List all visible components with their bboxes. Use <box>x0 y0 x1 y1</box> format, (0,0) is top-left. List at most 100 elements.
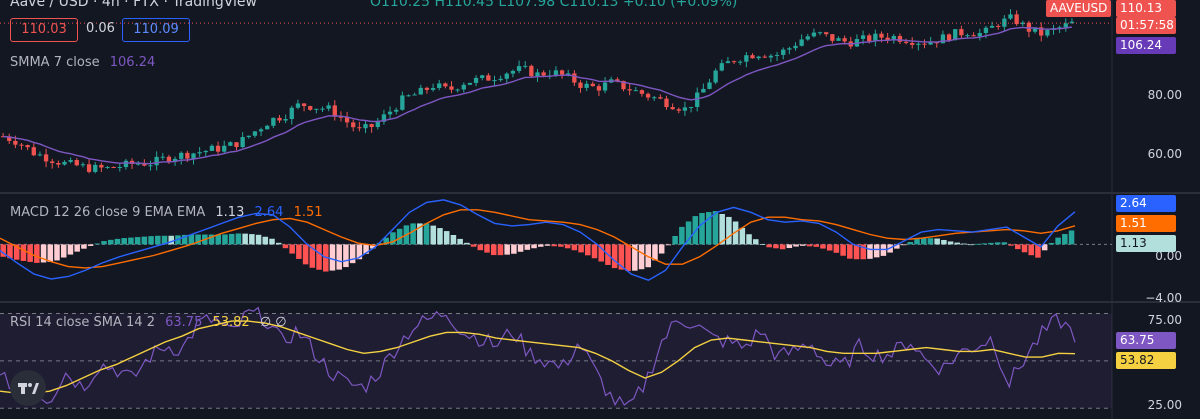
macd-histogram-bar <box>228 233 235 245</box>
candle-body <box>885 37 890 40</box>
candle-body <box>996 25 1001 27</box>
candle-body <box>682 107 688 111</box>
macd-histogram-bar <box>773 244 779 249</box>
macd-histogram-bar <box>148 236 154 245</box>
macd-histogram-bar <box>941 239 947 245</box>
candle-body <box>486 75 491 81</box>
candle-body <box>394 109 399 112</box>
tradingview-logo[interactable] <box>10 370 46 406</box>
macd-histogram-bar <box>477 244 484 251</box>
macd-histogram-bar <box>329 244 336 271</box>
macd-histogram-bar <box>994 242 1001 245</box>
macd-histogram-bar <box>961 243 967 245</box>
candle-body <box>301 103 307 107</box>
macd-histogram-bar <box>860 244 867 260</box>
price-tick-80: 80.00 <box>1147 88 1182 102</box>
candle-body <box>172 158 178 162</box>
macd-histogram-bar <box>370 244 376 249</box>
candle-body <box>799 39 804 46</box>
macd-histogram-bar <box>853 244 860 260</box>
macd-histogram-bar <box>289 244 295 254</box>
rsi-legend-rsi: 63.75 <box>165 315 203 330</box>
macd-histogram-bar <box>249 234 255 245</box>
candle-body <box>566 73 571 75</box>
candle-body <box>222 145 227 152</box>
macd-histogram-bar <box>269 238 275 245</box>
macd-histogram-bar <box>363 244 369 254</box>
candle-body <box>983 27 989 34</box>
macd-histogram-bar <box>726 216 732 245</box>
buy-price-button[interactable]: 110.09 <box>122 18 190 42</box>
candle-body <box>400 95 405 110</box>
macd-histogram-bar <box>40 244 47 263</box>
chart-title: Aave / USD · 4h · FTX · TradingView <box>10 0 257 10</box>
candle-body <box>627 89 632 91</box>
candle-body <box>891 36 896 40</box>
macd-legend-label: MACD 12 26 close 9 EMA EMA <box>10 205 206 220</box>
candle-body <box>148 165 153 167</box>
candle-body <box>774 54 780 56</box>
signal-tag: 1.51 <box>1116 215 1176 232</box>
macd-histogram-bar <box>511 244 517 254</box>
macd-histogram-bar <box>625 244 631 272</box>
candle-body <box>725 61 731 64</box>
sell-price-button[interactable]: 110.03 <box>10 18 78 42</box>
candle-body <box>363 124 368 129</box>
macd-histogram-bar <box>81 244 87 249</box>
candle-body <box>756 56 761 59</box>
macd-histogram-bar <box>1048 242 1055 245</box>
candle-body <box>670 107 675 110</box>
candle-body <box>56 162 61 165</box>
candle-body <box>523 65 528 67</box>
tradingview-logo-icon <box>18 383 39 394</box>
macd-histogram-bar <box>968 244 974 246</box>
candle-body <box>50 161 55 163</box>
candle-body <box>295 103 301 108</box>
candle-body <box>897 36 903 42</box>
candle-body <box>719 63 724 71</box>
macd-histogram-bar <box>544 244 551 246</box>
macd-histogram-bar <box>591 244 598 259</box>
candle-body <box>80 164 86 166</box>
rsi-legend[interactable]: RSI 14 close SMA 14 2 63.75 53.82 ∅ ∅ <box>10 315 287 330</box>
macd-histogram-bar <box>578 244 584 253</box>
macd-histogram-bar <box>87 244 94 246</box>
macd-histogram-bar <box>376 243 383 245</box>
candle-body <box>596 86 602 91</box>
macd-histogram-bar <box>443 231 450 245</box>
ohlc-readout: O110.25 H110.45 L107.98 C110.13 +0.10 (+… <box>370 0 738 10</box>
candle-body <box>971 35 976 37</box>
rsi-tick-75: 75.00 <box>1147 313 1182 327</box>
rsi-tag: 63.75 <box>1116 332 1176 349</box>
candle-body <box>731 61 737 63</box>
candle-body <box>185 152 190 159</box>
candle-body <box>375 121 380 128</box>
rsi-legend-extra: ∅ ∅ <box>259 315 287 330</box>
candle-body <box>332 105 337 117</box>
macd-legend[interactable]: MACD 12 26 close 9 EMA EMA 1.13 2.64 1.5… <box>10 205 323 220</box>
macd-histogram-bar <box>766 244 772 248</box>
macd-histogram-bar <box>947 241 954 245</box>
candle-body <box>817 32 823 34</box>
smma-legend[interactable]: SMMA 7 close 106.24 <box>10 55 155 70</box>
macd-histogram-bar <box>0 244 7 257</box>
macd-histogram-bar <box>34 244 40 263</box>
macd-histogram-bar <box>275 242 282 245</box>
macd-histogram-bar <box>1041 244 1048 251</box>
candle-body <box>781 49 786 55</box>
candle-body <box>836 38 841 41</box>
macd-histogram-bar <box>309 244 316 268</box>
macd-histogram-bar <box>423 223 430 245</box>
macd-histogram-bar <box>867 244 873 259</box>
candle-body <box>437 83 442 89</box>
candle-body <box>498 78 503 81</box>
macd-histogram-bar <box>181 234 188 245</box>
rsi-tick-25: 25.00 <box>1147 398 1182 412</box>
macd-histogram-bar <box>383 237 389 245</box>
candle-body <box>953 29 958 41</box>
histogram-tag: 1.13 <box>1116 235 1176 252</box>
macd-histogram-bar <box>800 244 806 246</box>
macd-histogram-bar <box>833 244 840 253</box>
macd-histogram-bar <box>873 244 880 258</box>
